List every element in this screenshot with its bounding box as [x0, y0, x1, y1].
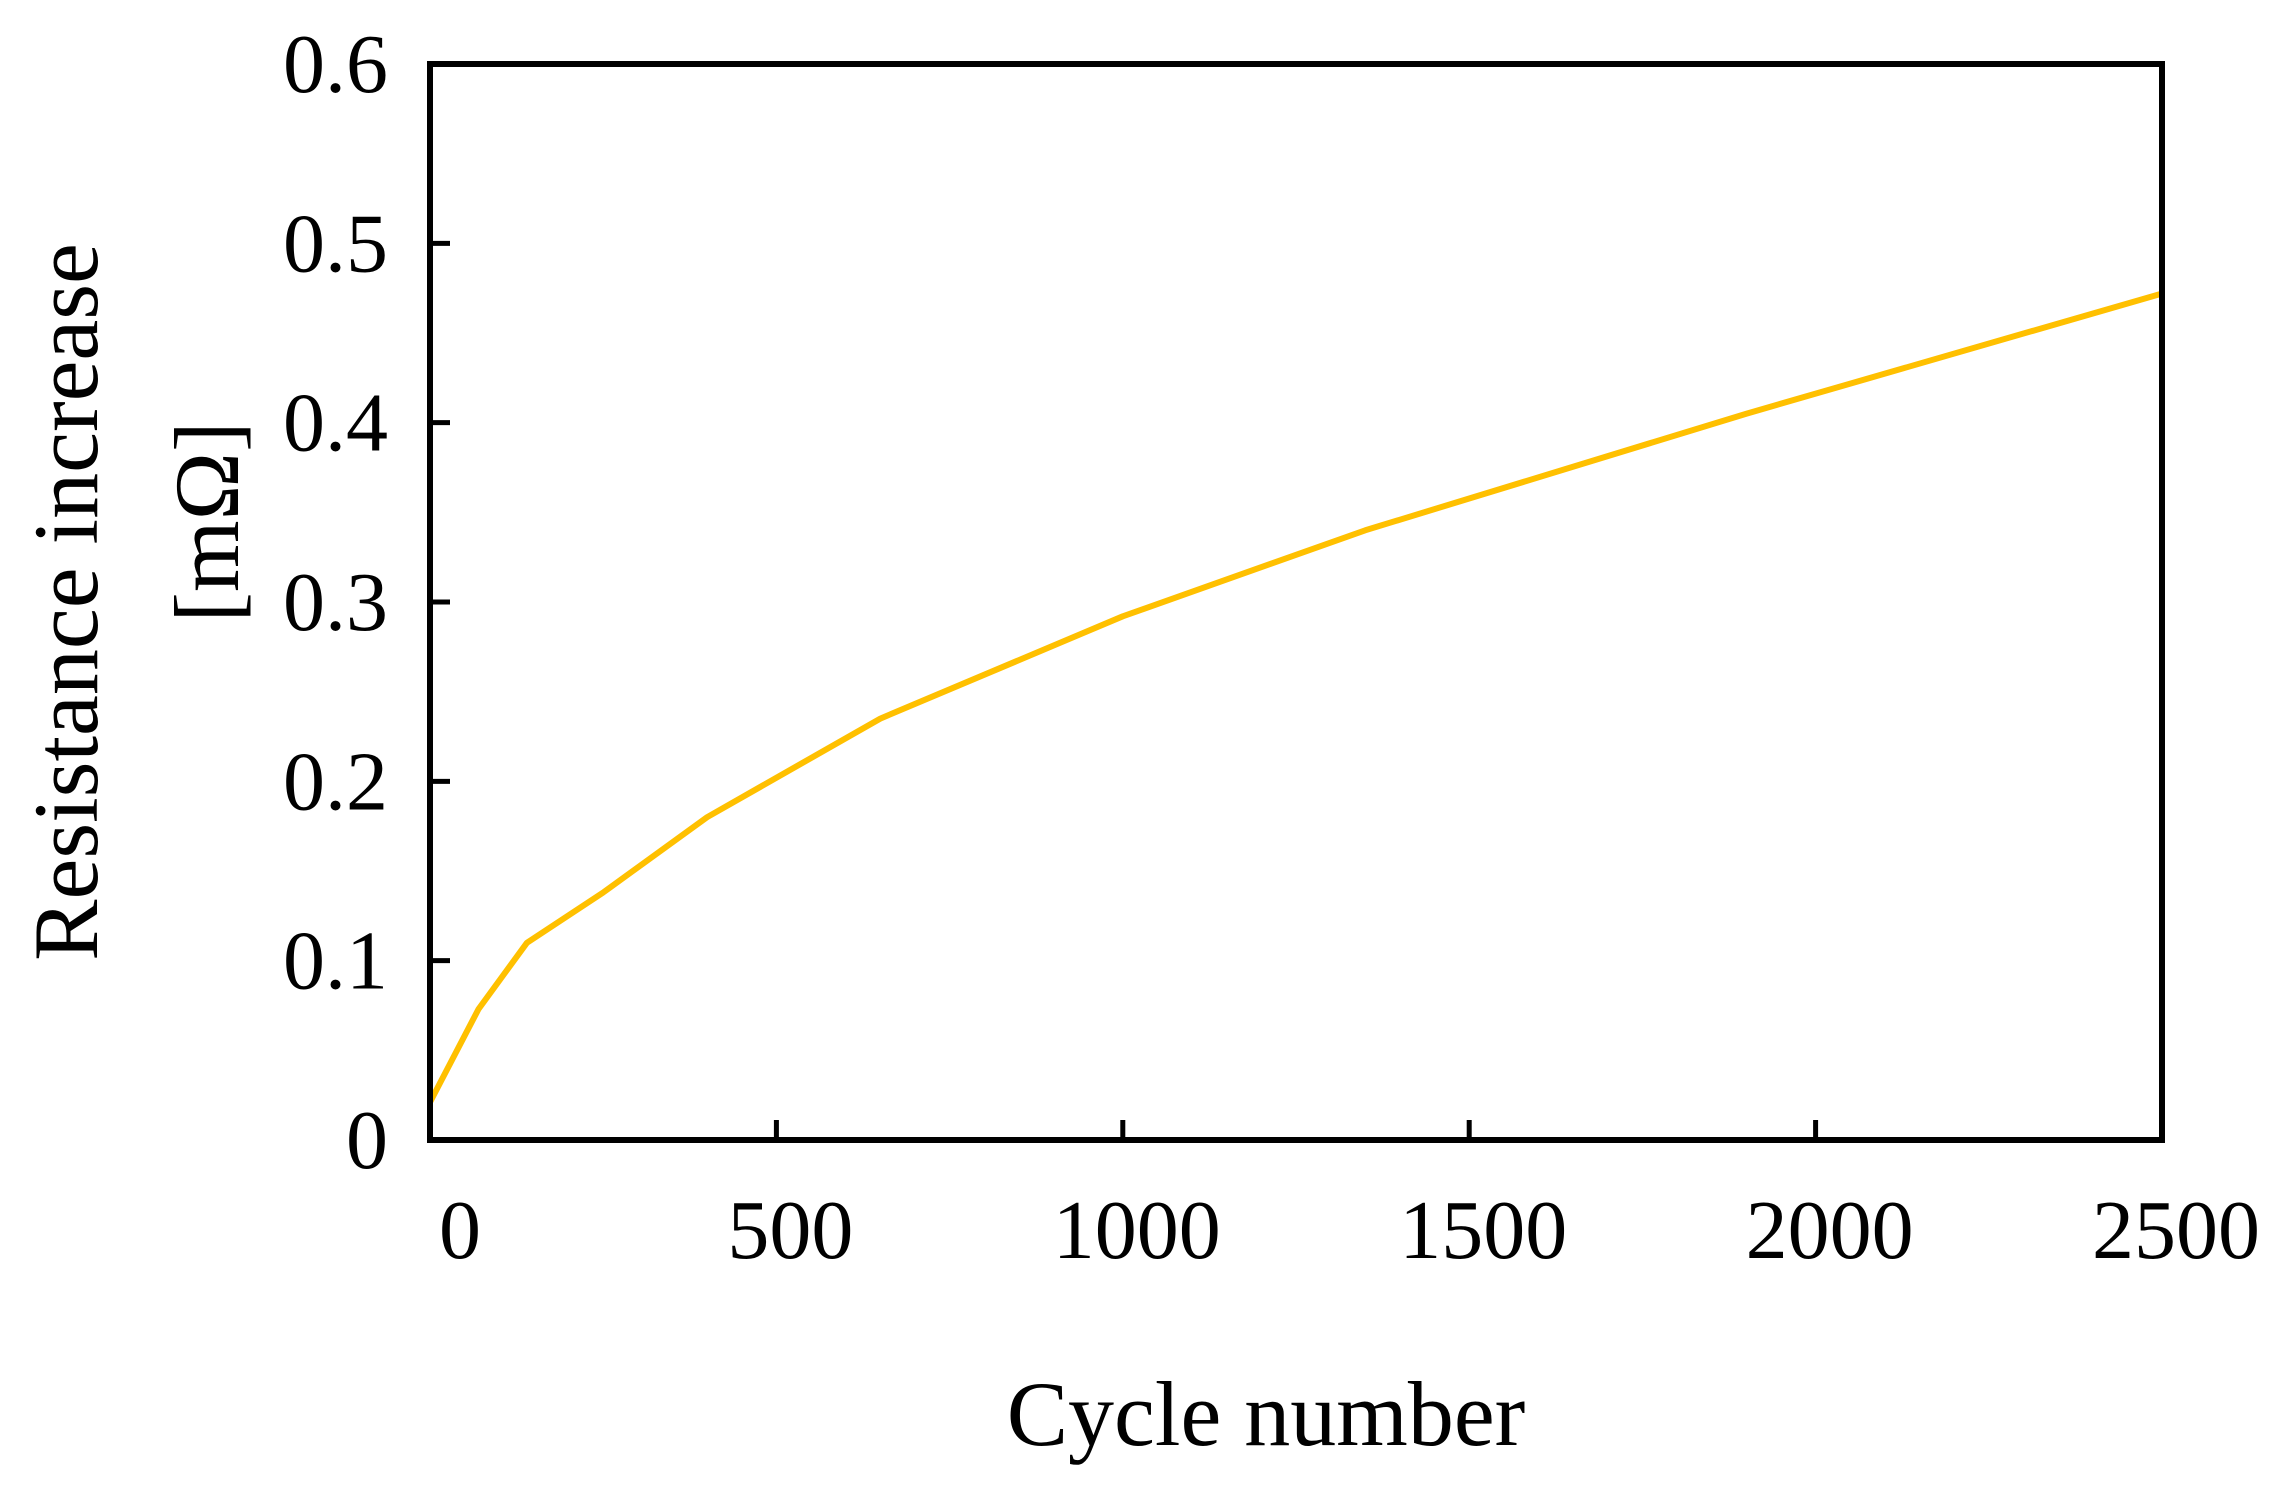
- x-tick-label: 1500: [1399, 1184, 1567, 1277]
- x-tick-label: 1000: [1053, 1184, 1221, 1277]
- x-tick-label: 500: [727, 1184, 853, 1277]
- y-tick-label: 0.1: [283, 915, 388, 1008]
- x-tick-label: 2000: [1746, 1184, 1914, 1277]
- y-axis-title-line-1: Resistance increase: [15, 243, 117, 961]
- plot-area-frame: [427, 61, 2165, 1143]
- x-tick-label: 0: [439, 1184, 481, 1277]
- y-tick-label: 0.2: [283, 735, 388, 828]
- y-tick-label: 0: [346, 1094, 388, 1187]
- x-tick-label: 2500: [2092, 1184, 2260, 1277]
- y-tick-label: 0.5: [283, 197, 388, 290]
- y-tick-label: 0.3: [283, 556, 388, 649]
- y-tick-label: 0.6: [283, 18, 388, 111]
- y-tick-label: 0.4: [283, 377, 388, 470]
- y-axis-title-line-2: [mΩ]: [156, 421, 258, 622]
- series-group: [427, 290, 2165, 1106]
- x-axis-ticks: 0 500 1000 1500 2000 2500: [439, 1120, 2260, 1277]
- y-axis-ticks: 0 0.1 0.2 0.3 0.4 0.5 0.6: [283, 18, 450, 1187]
- x-axis-title: Cycle number: [1007, 1363, 1526, 1465]
- series-line: [427, 290, 2165, 1106]
